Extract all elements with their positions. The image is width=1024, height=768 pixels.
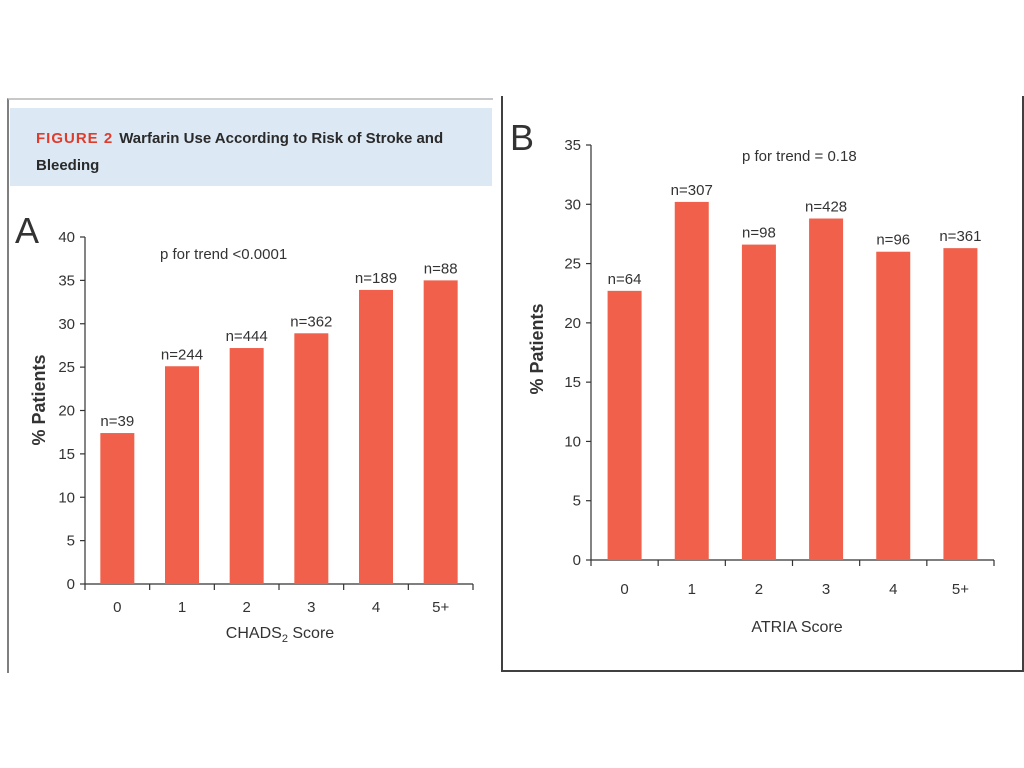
- y-tick-label: 10: [564, 433, 581, 450]
- figure-title-text: Warfarin Use According to Risk of Stroke…: [36, 130, 444, 174]
- bar-n-label: n=307: [671, 182, 713, 199]
- bar: [943, 248, 978, 560]
- bar-n-label: n=39: [100, 413, 134, 430]
- x-tick-label: 0: [113, 599, 121, 616]
- x-tick-label: 4: [372, 599, 380, 616]
- bar: [294, 333, 329, 584]
- x-axis-title: CHADS2 Score: [226, 625, 334, 645]
- bar: [607, 290, 642, 560]
- x-tick-label: 4: [889, 581, 897, 598]
- chart-panel-b: B 0 5 10 15 20 25 30 35 n=64 0 n=307 1 n=98 2 n=428 3 n=9…: [510, 117, 995, 636]
- bar-n-label: n=64: [608, 271, 642, 288]
- y-tick-label: 25: [564, 256, 581, 273]
- x-tick-label: 5+: [952, 581, 969, 598]
- y-tick-label: 40: [58, 229, 75, 246]
- x-tick-label: 5+: [432, 599, 449, 616]
- y-tick-label: 20: [58, 403, 75, 420]
- bar-n-label: n=361: [939, 228, 981, 245]
- x-tick-label: 2: [755, 581, 763, 598]
- y-tick-label: 10: [58, 489, 75, 506]
- bar-n-label: n=189: [355, 270, 397, 287]
- bar-n-label: n=428: [805, 199, 847, 216]
- y-tick-label: 30: [58, 316, 75, 333]
- y-tick-label: 0: [67, 576, 75, 593]
- bar-n-label: n=244: [161, 346, 203, 363]
- x-tick-label: 1: [688, 581, 696, 598]
- bar: [809, 218, 844, 560]
- bar: [876, 251, 911, 560]
- panel-letter-a: A: [15, 210, 39, 251]
- bar: [359, 289, 393, 584]
- bar-n-label: n=362: [290, 313, 332, 330]
- x-axis-title: ATRIA Score: [751, 619, 842, 636]
- bar: [165, 366, 199, 584]
- bar-n-label: n=444: [226, 328, 268, 345]
- x-tick-label: 2: [242, 599, 250, 616]
- bar: [674, 201, 709, 560]
- bar-n-label: n=96: [876, 232, 910, 249]
- y-tick-label: 15: [564, 374, 581, 391]
- x-tick-label: 1: [178, 599, 186, 616]
- y-tick-label: 35: [564, 137, 581, 154]
- bar: [100, 433, 135, 584]
- y-tick-label: 30: [564, 196, 581, 213]
- y-axis-title: % Patients: [527, 303, 547, 394]
- x-tick-label: 3: [822, 581, 830, 598]
- y-tick-label: 5: [67, 533, 75, 550]
- figure-label: FIGURE 2: [36, 130, 114, 147]
- p-trend-annotation: p for trend <0.0001: [160, 246, 287, 263]
- panel-letter-b: B: [510, 117, 534, 158]
- y-tick-label: 35: [58, 272, 75, 289]
- bar-n-label: n=98: [742, 225, 776, 242]
- bar: [229, 348, 264, 584]
- x-tick-label: 3: [307, 599, 315, 616]
- panel-a-frame: [7, 98, 493, 673]
- figure-header: FIGURE 2 Warfarin Use According to Risk o…: [10, 108, 492, 186]
- bar: [741, 244, 776, 560]
- y-tick-label: 5: [573, 493, 581, 510]
- y-tick-label: 0: [573, 552, 581, 569]
- y-tick-label: 20: [564, 315, 581, 332]
- bar-n-label: n=88: [424, 260, 458, 277]
- y-tick-label: 15: [58, 446, 75, 463]
- figure-title: FIGURE 2 Warfarin Use According to Risk o…: [36, 125, 466, 179]
- y-axis-title: % Patients: [29, 354, 49, 445]
- chart-panel-a: A 0 5 10 15 20 25 30 35 40 n=39 0 n=244 1 n=444 2 n=362 3…: [15, 210, 474, 645]
- x-tick-label: 0: [620, 581, 628, 598]
- panel-b-frame: [501, 96, 1024, 672]
- y-tick-label: 25: [58, 359, 75, 376]
- p-trend-annotation: p for trend = 0.18: [742, 148, 857, 165]
- bar: [423, 280, 458, 584]
